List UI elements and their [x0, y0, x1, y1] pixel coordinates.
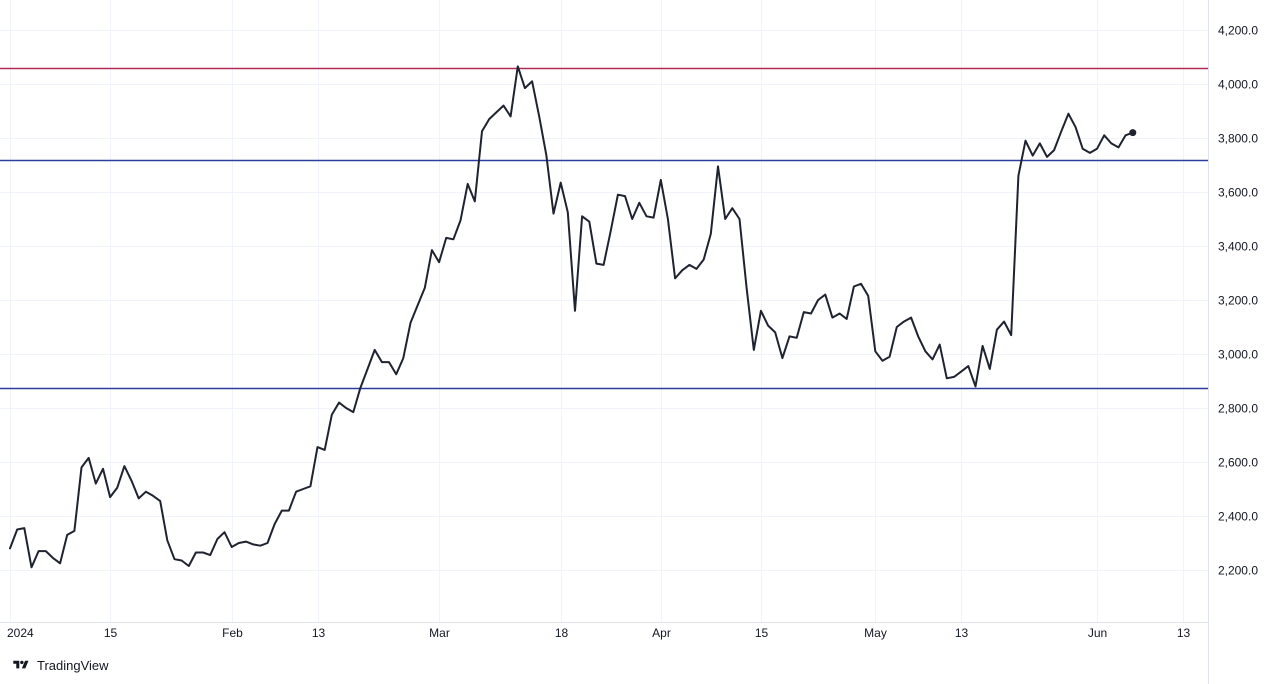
price-line: [9, 65, 1134, 569]
x-tick-label: Jun: [1088, 626, 1107, 640]
tradingview-logo-icon: [13, 660, 29, 669]
y-tick-label: 4,000.0: [1218, 78, 1258, 92]
x-tick-label: 2024: [7, 626, 34, 640]
y-tick-label: 2,200.0: [1218, 564, 1258, 578]
x-tick-label: 13: [1177, 626, 1191, 640]
y-tick-label: 3,600.0: [1218, 186, 1258, 200]
tradingview-watermark[interactable]: TradingView: [10, 656, 109, 674]
last-price-marker: [1129, 129, 1137, 137]
x-tick-label: 13: [955, 626, 969, 640]
y-tick-label: 3,400.0: [1218, 240, 1258, 254]
y-tick-label: 2,800.0: [1218, 402, 1258, 416]
price-series: [9, 65, 1137, 569]
y-tick-label: 4,200.0: [1218, 24, 1258, 38]
x-tick-label: 15: [104, 626, 118, 640]
price-axis[interactable]: 2,200.0 2,400.0 2,600.0 2,800.0 3,000.0 3,200…: [1218, 24, 1258, 578]
chart-grid: [0, 0, 1208, 622]
horizontal-levels: [0, 67, 1208, 390]
y-tick-label: 2,400.0: [1218, 510, 1258, 524]
x-tick-label: 15: [755, 626, 769, 640]
x-tick-label: Feb: [222, 626, 243, 640]
y-tick-label: 2,600.0: [1218, 456, 1258, 470]
y-tick-label: 3,000.0: [1218, 348, 1258, 362]
x-tick-label: May: [864, 626, 887, 640]
y-tick-label: 3,200.0: [1218, 294, 1258, 308]
time-axis[interactable]: 2024 15 Feb 13 Mar 18 Apr 15 May 13 Jun 13: [7, 626, 1190, 640]
y-tick-label: 3,800.0: [1218, 132, 1258, 146]
brand-label: TradingView: [37, 657, 109, 673]
x-tick-label: 13: [312, 626, 326, 640]
x-tick-label: 18: [555, 626, 569, 640]
x-tick-label: Mar: [429, 626, 450, 640]
x-tick-label: Apr: [652, 626, 671, 640]
